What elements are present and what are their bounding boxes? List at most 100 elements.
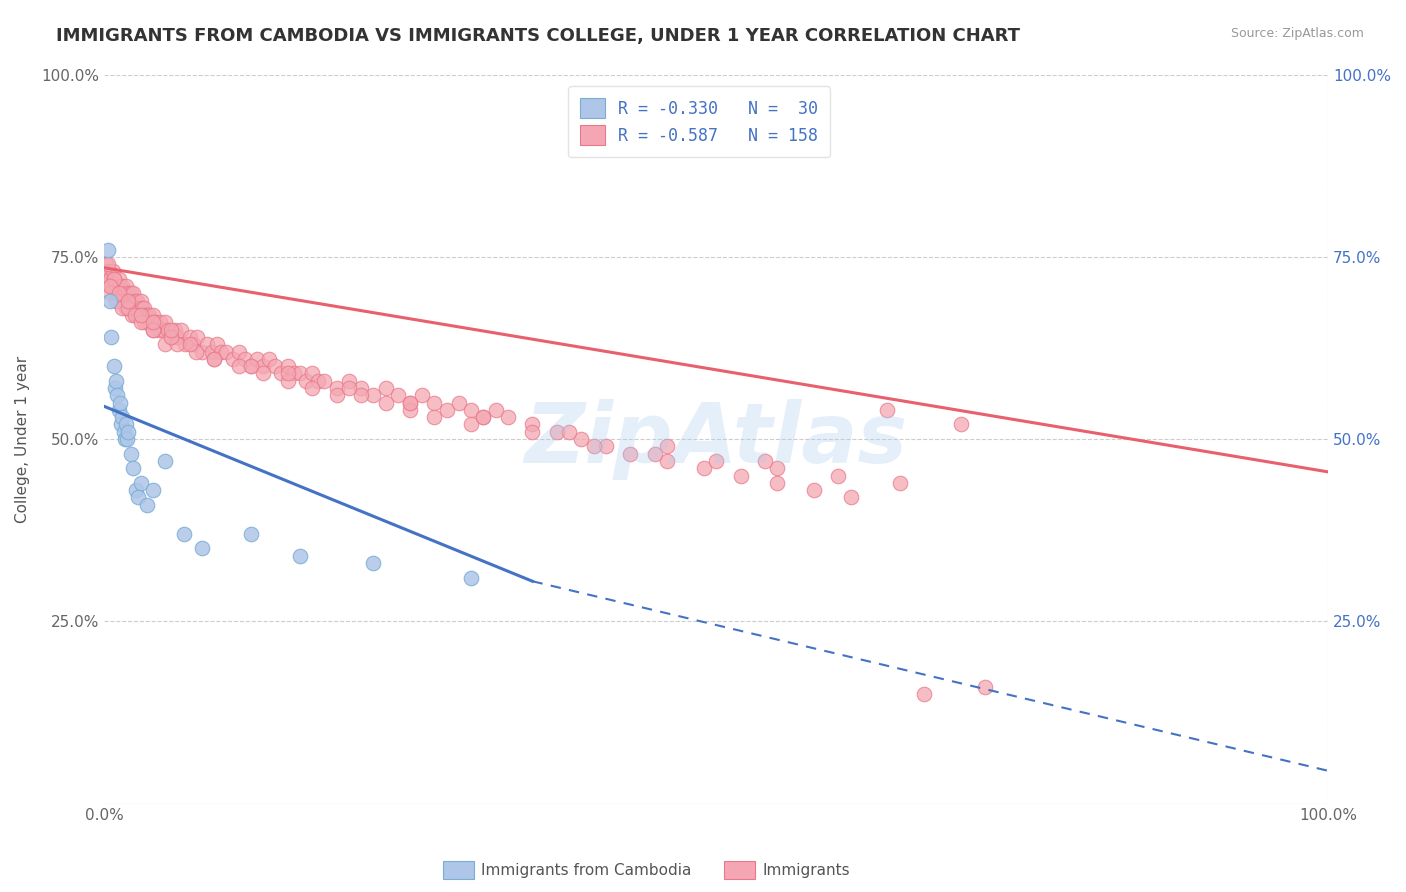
Point <box>107 271 129 285</box>
Point <box>160 330 183 344</box>
Point <box>221 351 243 366</box>
Point <box>228 344 250 359</box>
Point <box>571 432 593 446</box>
Point <box>301 381 323 395</box>
Point <box>166 330 188 344</box>
Point <box>129 293 152 308</box>
Point <box>112 425 135 439</box>
Point <box>108 279 131 293</box>
Point <box>115 301 138 315</box>
Point <box>114 432 136 446</box>
Point <box>105 374 128 388</box>
Text: Source: ZipAtlas.com: Source: ZipAtlas.com <box>1230 27 1364 40</box>
Point <box>166 337 188 351</box>
Point <box>153 315 176 329</box>
Point <box>522 417 544 432</box>
Point <box>655 439 678 453</box>
Point <box>135 498 157 512</box>
Point <box>325 381 347 395</box>
Point <box>283 367 305 381</box>
Point <box>264 359 287 373</box>
Point <box>170 323 193 337</box>
Text: ZipAtlas: ZipAtlas <box>524 399 908 480</box>
Point <box>233 351 256 366</box>
Point <box>974 680 997 694</box>
Point <box>100 330 122 344</box>
Point <box>277 359 299 373</box>
Point <box>876 403 898 417</box>
Point <box>124 308 146 322</box>
Point <box>173 526 195 541</box>
Point <box>191 344 214 359</box>
Text: Immigrants from Cambodia: Immigrants from Cambodia <box>481 863 692 878</box>
Point <box>337 381 360 395</box>
Point <box>252 359 274 373</box>
Point <box>337 374 360 388</box>
Point <box>257 351 280 366</box>
Point <box>120 447 142 461</box>
Point <box>94 264 117 278</box>
Point <box>423 395 446 409</box>
Point <box>97 243 120 257</box>
Point <box>152 323 174 337</box>
Text: IMMIGRANTS FROM CAMBODIA VS IMMIGRANTS COLLEGE, UNDER 1 YEAR CORRELATION CHART: IMMIGRANTS FROM CAMBODIA VS IMMIGRANTS C… <box>56 27 1021 45</box>
Point <box>374 395 396 409</box>
Point <box>145 315 167 329</box>
Point <box>361 388 384 402</box>
Point <box>228 359 250 373</box>
Point <box>103 359 125 373</box>
Point <box>522 425 544 439</box>
Point <box>447 395 470 409</box>
Point <box>120 286 142 301</box>
Point <box>270 367 292 381</box>
Point <box>411 388 433 402</box>
Point <box>153 337 176 351</box>
Point <box>134 301 156 315</box>
Point <box>889 475 911 490</box>
Point <box>142 308 165 322</box>
Point <box>142 323 165 337</box>
Point <box>122 286 145 301</box>
Point <box>186 330 208 344</box>
Point <box>136 315 159 329</box>
Point <box>127 301 149 315</box>
Point <box>288 367 311 381</box>
Point <box>146 323 169 337</box>
Point <box>103 271 125 285</box>
Point <box>117 301 139 315</box>
Point <box>295 374 318 388</box>
Point <box>239 526 262 541</box>
Point <box>496 410 519 425</box>
Point <box>129 308 152 322</box>
Point <box>277 374 299 388</box>
Point <box>202 351 225 366</box>
Point <box>128 308 150 322</box>
Point <box>546 425 568 439</box>
Point <box>135 308 157 322</box>
Point <box>135 308 157 322</box>
Point <box>108 395 131 409</box>
Point <box>104 286 127 301</box>
Point <box>472 410 495 425</box>
Point <box>325 388 347 402</box>
Point <box>160 330 183 344</box>
Point <box>129 315 152 329</box>
Point <box>101 264 124 278</box>
Point <box>201 344 224 359</box>
Point <box>122 461 145 475</box>
Point <box>125 293 148 308</box>
Point <box>179 337 201 351</box>
Point <box>153 454 176 468</box>
Point <box>582 439 605 453</box>
Point <box>460 417 482 432</box>
Point <box>117 293 139 308</box>
Point <box>156 323 179 337</box>
Point <box>912 687 935 701</box>
Point <box>142 315 165 329</box>
Point <box>949 417 972 432</box>
Point <box>111 279 134 293</box>
Point <box>117 286 139 301</box>
Point <box>163 323 186 337</box>
Point <box>460 403 482 417</box>
Point <box>399 395 422 409</box>
